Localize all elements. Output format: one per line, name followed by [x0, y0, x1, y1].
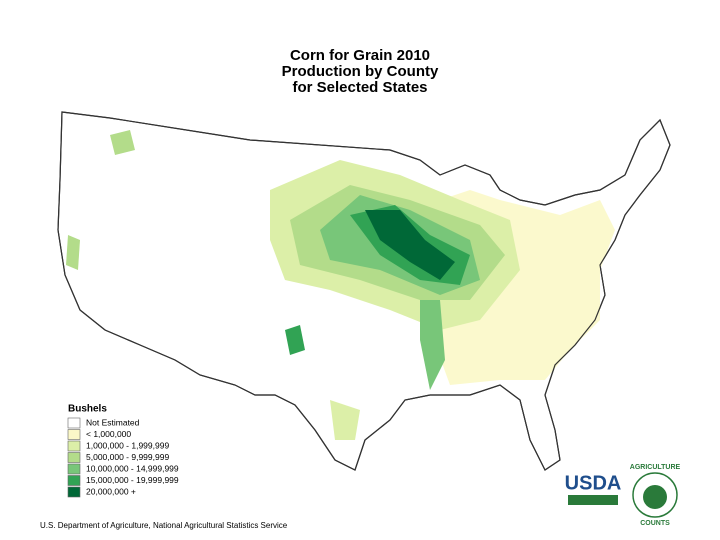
legend-swatch [67, 463, 81, 475]
footer: U.S. Department of Agriculture, National… [40, 521, 288, 530]
legend-swatch [67, 475, 81, 486]
legend-label: Not Estimated [86, 417, 140, 427]
legend-label: 5,000,000 - 9,999,999 [86, 452, 169, 462]
legend-label: 1,000,000 - 1,999,999 [86, 440, 169, 450]
legend: Bushels Not Estimated < 1,000,0001,000,00… [67, 404, 179, 498]
ring-top: AGRICULTURE [630, 464, 681, 471]
ring-bottom: COUNTS [640, 520, 670, 527]
legend-swatch [67, 429, 81, 440]
legend-label: 20,000,000 + [86, 486, 136, 496]
title-line: for Selected States [292, 79, 427, 96]
legend-swatch [67, 417, 81, 429]
ag-counts-logo: AGRICULTURE COUNTS [630, 464, 681, 527]
legend-title: Bushels [68, 404, 107, 415]
usda-text: USDA [565, 472, 622, 494]
title-line: Corn for Grain 2010 [290, 47, 430, 64]
legend-label: 15,000,000 - 19,999,999 [86, 475, 179, 485]
legend-swatch [67, 486, 81, 498]
legend-swatch [67, 440, 81, 452]
title-line: Production by County [282, 63, 439, 80]
us-map [57, 111, 671, 471]
legend-label: < 1,000,000 [86, 429, 131, 439]
legend-swatch [67, 452, 81, 463]
legend-label: 10,000,000 - 14,999,999 [86, 463, 179, 473]
usda-logo: USDA [565, 472, 622, 505]
